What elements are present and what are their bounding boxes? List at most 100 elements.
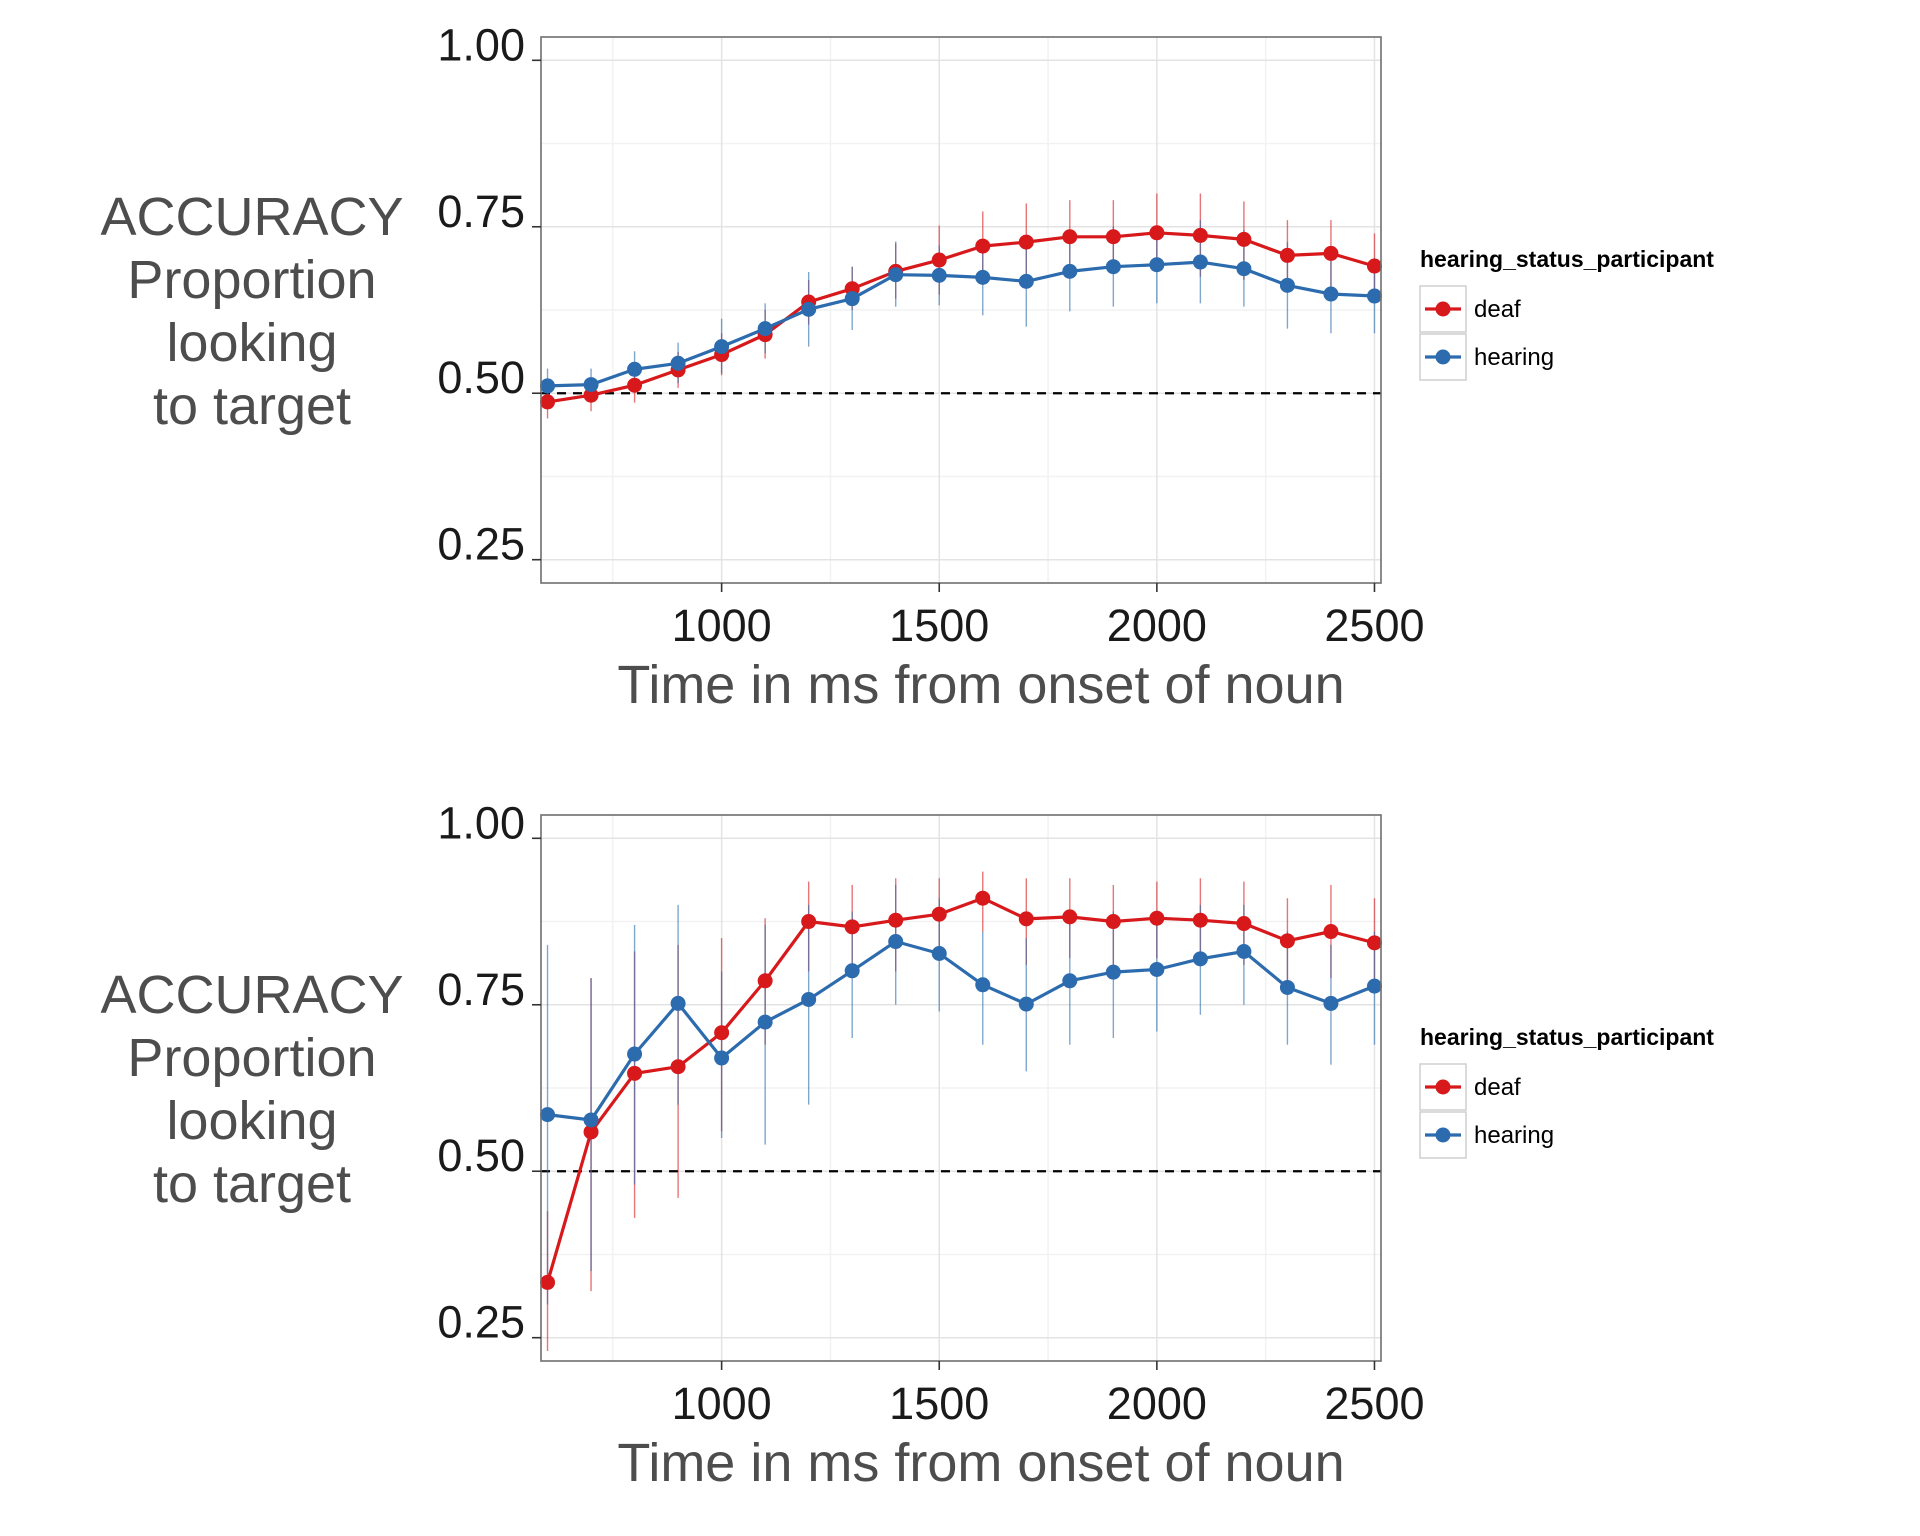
data-point — [1149, 257, 1165, 273]
x-tick-label: 1500 — [889, 600, 989, 651]
data-point — [1366, 935, 1382, 951]
data-point — [1236, 944, 1252, 959]
data-point — [627, 1046, 643, 1062]
y-axis-label: ACCURACY Proportion looking to target — [100, 965, 403, 1214]
data-point — [1279, 247, 1295, 263]
data-point — [931, 945, 947, 961]
data-point — [1192, 227, 1208, 243]
data-point — [1018, 273, 1034, 289]
y-tick-label: 0.50 — [437, 1130, 525, 1181]
data-point — [1018, 996, 1034, 1012]
data-point — [1062, 229, 1078, 245]
data-point — [540, 1107, 556, 1123]
data-point — [801, 914, 817, 930]
data-point — [1149, 910, 1165, 926]
data-point — [801, 991, 817, 1007]
points-deaf — [540, 890, 1382, 1290]
data-point — [888, 912, 904, 928]
plot-border — [540, 36, 1382, 584]
data-point — [540, 394, 556, 410]
data-point — [757, 973, 773, 989]
data-point — [1105, 259, 1121, 275]
data-point — [801, 301, 817, 317]
legend-key-point — [1435, 301, 1451, 317]
data-point — [1018, 234, 1034, 250]
data-point — [1323, 245, 1339, 261]
data-point — [1366, 978, 1382, 994]
legend-key-point — [1435, 1127, 1451, 1143]
data-point — [540, 378, 556, 394]
data-point — [627, 361, 643, 377]
data-point — [714, 339, 730, 355]
y-axis-label-line: Proportion — [127, 250, 376, 310]
points-hearing — [540, 254, 1382, 394]
data-point — [583, 377, 599, 393]
data-point — [888, 934, 904, 950]
data-point — [1062, 973, 1078, 989]
data-point — [1105, 229, 1121, 245]
x-tick-label: 2000 — [1107, 600, 1207, 651]
data-point — [540, 1274, 556, 1290]
x-tick-label: 2000 — [1107, 1378, 1207, 1429]
y-axis-label-line: ACCURACY — [100, 965, 403, 1025]
data-point — [975, 977, 991, 993]
x-tick-label: 1000 — [672, 600, 772, 651]
data-point — [583, 1112, 599, 1128]
legend-title: hearing_status_participant — [1420, 1024, 1714, 1050]
data-point — [757, 321, 773, 337]
data-point — [1236, 916, 1252, 932]
data-point — [844, 963, 860, 979]
y-tick-label: 0.50 — [437, 352, 525, 403]
legend-key-point — [1435, 349, 1451, 365]
data-point — [757, 1014, 773, 1030]
data-point — [1279, 277, 1295, 293]
x-axis-label: Time in ms from onset of noun — [617, 1433, 1344, 1493]
x-axis-label: Time in ms from onset of noun — [617, 655, 1344, 715]
data-point — [1149, 961, 1165, 977]
data-point — [888, 267, 904, 283]
legend-label-deaf: deaf — [1474, 1074, 1521, 1101]
plot-border — [540, 814, 1382, 1362]
legend-label-hearing: hearing — [1474, 344, 1554, 371]
y-axis-label: ACCURACY Proportion looking to target — [100, 187, 403, 436]
data-point — [714, 1050, 730, 1066]
legend-label-deaf: deaf — [1474, 296, 1521, 323]
data-point — [583, 387, 599, 403]
data-point — [1279, 979, 1295, 995]
data-point — [975, 238, 991, 254]
data-point — [1323, 924, 1339, 940]
data-point — [844, 291, 860, 307]
data-point — [1279, 933, 1295, 949]
data-point — [1192, 254, 1208, 270]
y-axis-label-line: Proportion — [127, 1028, 376, 1088]
y-tick-label: 0.25 — [437, 1297, 525, 1348]
y-axis-label-line: looking — [166, 313, 337, 373]
data-point — [670, 1059, 686, 1075]
data-point — [844, 919, 860, 935]
y-axis-label-line: to target — [153, 376, 351, 436]
points-hearing — [540, 934, 1382, 1128]
data-point — [1105, 964, 1121, 980]
y-axis-label-line: looking — [166, 1091, 337, 1151]
y-tick-label: 0.75 — [437, 186, 525, 237]
data-point — [975, 269, 991, 285]
data-point — [1366, 258, 1382, 274]
y-tick-label: 1.00 — [437, 797, 525, 848]
data-point — [1062, 263, 1078, 279]
data-point — [1236, 261, 1252, 277]
data-point — [627, 1065, 643, 1081]
data-point — [1236, 231, 1252, 247]
y-axis-label-line: ACCURACY — [100, 187, 403, 247]
x-tick-label: 2500 — [1324, 600, 1424, 651]
legend-key-point — [1435, 1079, 1451, 1095]
data-point — [1192, 912, 1208, 928]
y-tick-label: 1.00 — [437, 19, 525, 70]
data-point — [1018, 911, 1034, 927]
data-point — [1105, 914, 1121, 930]
data-point — [670, 355, 686, 371]
